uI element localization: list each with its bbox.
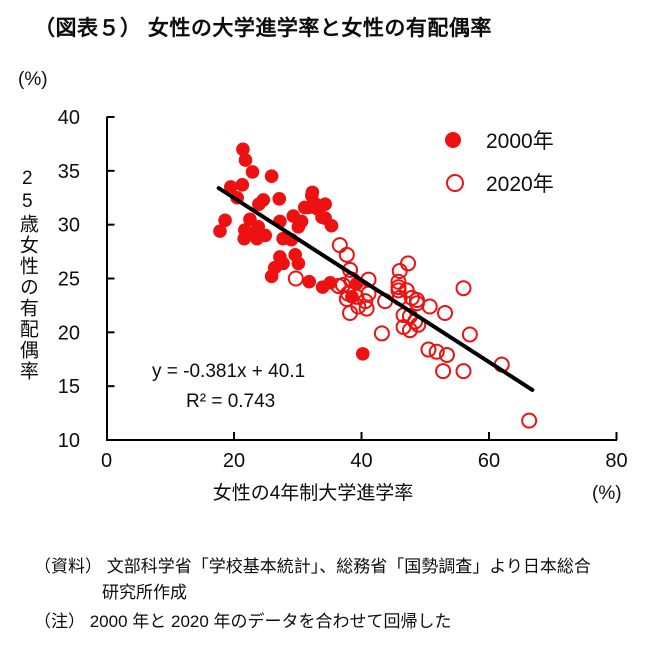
data-point-2020年 [403,289,420,306]
x-tick-label: 40 [350,450,372,472]
axis-ticks: 0 20 40 60 80 40 35 30 25 20 15 10 [58,107,628,472]
y-axis-title: 25歳女性の有配偶率 [16,168,38,382]
data-point-2020年 [342,304,359,321]
data-point-2020年 [287,270,304,287]
data-point-2000年 [235,178,250,192]
data-point-2000年 [245,165,260,179]
trend-line-group [216,186,535,392]
data-point-2000年 [297,200,312,215]
y-tick-label: 25 [58,269,80,291]
legend-label-2000: 2000年 [486,130,554,153]
data-point-2020年 [428,343,445,360]
y-tick-label: 10 [58,430,80,452]
data-point-2020年 [400,255,417,272]
data-point-2020年 [401,322,418,339]
data-point-2000年 [304,188,319,203]
y-tick-label: 15 [58,376,80,398]
data-point-2000年 [250,231,264,246]
data-point-2020年 [338,246,355,263]
data-point-2000年 [318,197,332,212]
data-point-2000年 [302,274,317,289]
data-point-2020年 [358,300,375,317]
data-point-2000年 [213,224,227,238]
data-point-2000年 [315,210,329,224]
data-point-2000年 [264,269,279,284]
data-point-2020年 [373,325,390,342]
chart-title: （図表５） 女性の大学進学率と女性の有配偶率 [34,17,492,40]
data-point-2000年 [236,142,250,157]
legend: 2000年 2020年 [445,130,554,196]
y-axis-unit-label: (%) [18,69,48,90]
data-point-2020年 [435,363,452,380]
data-point-2020年 [455,280,472,297]
data-point-2020年 [390,279,407,296]
regression-note: （注） 2000 年と 2020 年のデータを合わせて回帰した [34,611,452,631]
data-point-2000年 [264,169,279,184]
y-tick-label: 40 [58,107,80,129]
y-tick-label: 30 [58,215,80,237]
data-point-2020年 [437,304,454,321]
data-point-2020年 [420,341,437,358]
x-tick-label: 80 [605,450,627,472]
x-axis-title: 女性の4年制大学進学率 [213,482,414,504]
data-point-2000年 [291,256,306,271]
data-point-2000年 [251,220,266,234]
trend-line [216,186,535,392]
source-note-line1: （資料） 文部科学省「学校基本統計」、総務省「国勢調査」より日本総合 [34,557,591,576]
data-point-2020年 [390,273,407,290]
data-point-2000年 [276,256,290,271]
data-point-2000年 [238,223,252,237]
legend-marker-2020-open-circle-icon [446,174,464,192]
data-point-2020年 [391,262,408,279]
data-point-2000年 [291,220,306,234]
footnotes: （資料） 文部科学省「学校基本統計」、総務省「国勢調査」より日本総合 研究所作成… [34,554,591,635]
x-tick-label: 0 [101,450,112,472]
legend-marker-2000-filled-circle-icon [445,132,461,148]
y-tick-label: 35 [58,161,80,183]
data-point-2020年 [521,412,538,429]
legend-label-2020: 2020年 [486,173,554,196]
data-point-2020年 [421,298,438,315]
trendline-equation: y = -0.381x + 40.1 [152,361,305,382]
x-tick-label: 60 [478,450,500,472]
data-point-2000年 [272,192,287,206]
data-point-2000年 [218,213,232,228]
data-point-2020年 [438,346,455,363]
data-point-2000年 [276,231,290,246]
data-point-2000年 [355,347,370,361]
data-point-2000年 [323,276,338,290]
x-tick-label: 20 [223,450,245,472]
data-point-2020年 [331,237,348,254]
y-tick-label: 20 [58,322,80,344]
data-point-2000年 [238,153,253,167]
trendline-r-squared: R² = 0.743 [186,391,275,412]
data-point-2000年 [252,197,266,212]
data-point-2020年 [455,363,472,380]
data-point-2000年 [324,218,339,233]
data-point-2000年 [224,180,238,194]
scatter-plot: (%) (%) 0 20 40 60 80 40 35 30 25 20 15 10 2000年 20… [18,69,628,504]
data-point-2020年 [461,326,478,343]
x-axis-unit-label: (%) [592,483,622,504]
source-note-line2: 研究所作成 [102,583,187,603]
